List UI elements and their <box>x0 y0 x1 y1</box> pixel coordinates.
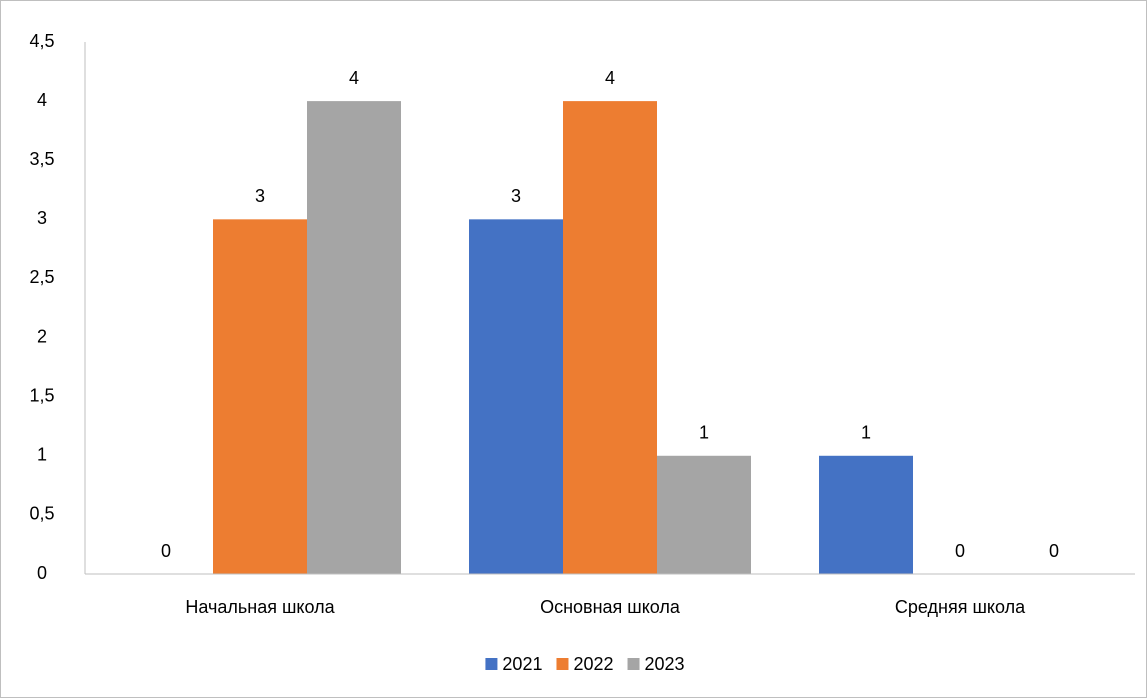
y-tick-label: 4 <box>37 90 47 110</box>
y-tick-label: 1 <box>37 445 47 465</box>
x-tick-label: Основная школа <box>540 597 681 617</box>
data-label: 4 <box>349 68 359 88</box>
x-tick-label: Начальная школа <box>185 597 335 617</box>
data-label: 0 <box>161 541 171 561</box>
y-tick-label: 1,5 <box>29 385 54 405</box>
data-label: 4 <box>605 68 615 88</box>
legend-label: 2023 <box>645 654 685 674</box>
y-tick-label: 4,5 <box>29 31 54 51</box>
y-tick-label: 0,5 <box>29 504 54 524</box>
y-tick-label: 0 <box>37 563 47 583</box>
x-tick-label: Средняя школа <box>895 597 1026 617</box>
data-label: 1 <box>699 423 709 443</box>
y-tick-label: 2 <box>37 326 47 346</box>
bar <box>213 219 307 575</box>
data-label: 1 <box>861 423 871 443</box>
data-label: 3 <box>511 186 521 206</box>
legend-swatch <box>485 658 498 670</box>
bar <box>657 455 751 574</box>
bar <box>819 455 913 574</box>
bar <box>307 101 401 574</box>
data-label: 3 <box>255 186 265 206</box>
legend-label: 2021 <box>502 654 542 674</box>
bar <box>469 219 563 575</box>
y-tick-label: 2,5 <box>29 267 54 287</box>
legend-label: 2022 <box>573 654 613 674</box>
bar <box>563 101 657 574</box>
y-tick-label: 3,5 <box>29 149 54 169</box>
y-tick-label: 3 <box>37 208 47 228</box>
legend-swatch <box>556 658 569 670</box>
data-label: 0 <box>1049 541 1059 561</box>
data-label: 0 <box>955 541 965 561</box>
legend-swatch <box>627 658 640 670</box>
